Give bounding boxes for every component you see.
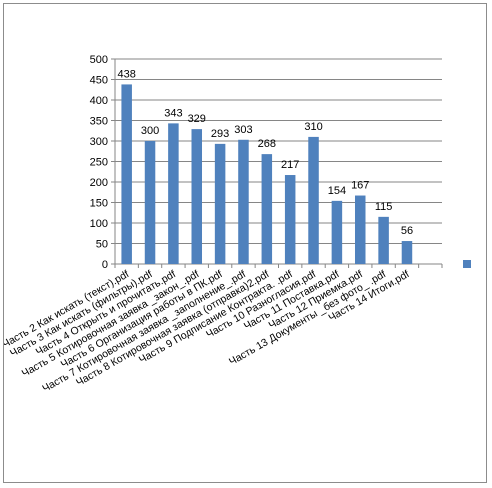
data-label: 300 [141,125,159,137]
data-label: 329 [188,113,206,125]
y-tick-label: 350 [90,116,108,128]
data-label: 115 [375,201,393,213]
y-tick-label: 50 [96,239,108,251]
bar [378,216,389,264]
y-tick-label: 150 [90,198,108,210]
data-label: 438 [117,68,135,80]
y-tick-label: 300 [90,136,108,148]
bar [144,141,156,264]
bars [121,84,413,265]
data-label: 56 [401,225,413,237]
data-label: 268 [258,138,276,150]
bar [191,129,203,264]
bar [238,139,249,264]
data-labels: 438 300 343 329 293 303 268 217 310 154 167 115 56 [117,68,413,237]
bar [354,195,366,264]
y-tick-label: 100 [90,218,108,230]
data-label: 310 [304,121,322,133]
data-label: 167 [351,180,369,192]
data-label: 303 [234,124,252,136]
bar-chart: 0 50 100 150 200 250 300 350 400 450 500 438 300 343… [4,54,471,395]
bar [168,123,179,265]
bar [261,154,273,264]
data-label: 154 [328,185,346,197]
y-tick-label: 250 [90,157,108,169]
data-label: 293 [211,128,229,140]
y-tick-label: 0 [102,259,108,271]
y-tick-label: 500 [90,54,108,66]
y-tick-label: 200 [90,177,108,189]
y-tick-label: 400 [90,95,108,107]
legend [463,260,471,268]
bar [284,175,296,264]
data-label: 217 [281,159,299,171]
gridlines [115,58,442,265]
bar [121,84,132,264]
bar [331,200,343,264]
data-label: 343 [164,107,182,119]
chart-frame: 0 50 100 150 200 250 300 350 400 450 500 438 300 343… [3,3,487,483]
bar [308,136,319,264]
bar [401,241,413,264]
bar [214,143,226,264]
legend-swatch [463,260,471,268]
y-tick-label: 450 [90,75,108,87]
